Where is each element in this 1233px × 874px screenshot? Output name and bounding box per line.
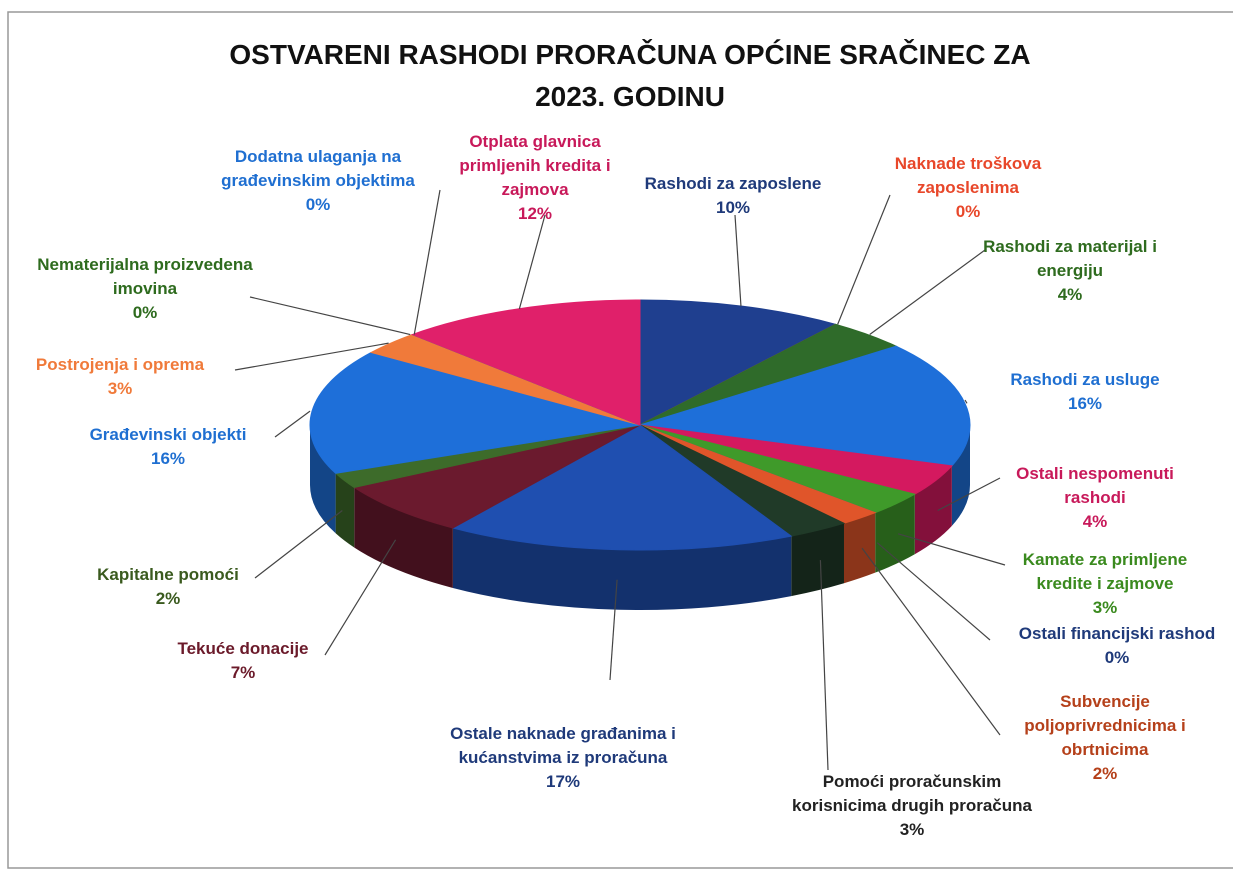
category-name: Tekuće donacije: [177, 639, 309, 658]
slice-label: Rashodi za usluge 16%: [985, 368, 1185, 416]
value-label: 4%: [1082, 512, 1108, 531]
sides: [310, 425, 970, 611]
slice-label: Ostali nespomenuti rashodi 4%: [1005, 462, 1185, 534]
leader-line: [861, 547, 1001, 736]
leader-line: [734, 214, 742, 307]
slice-label: Ostali financijski rashod 0%: [997, 622, 1233, 670]
slice-side: [354, 487, 453, 588]
value-label: 0%: [955, 202, 981, 221]
category-name: Rashodi za materijal i energiju: [983, 237, 1157, 280]
category-name: Nematerijalna proizvedena imovina: [37, 255, 253, 298]
slice: [309, 351, 641, 474]
leader-line: [609, 579, 618, 681]
leader-line: [324, 539, 397, 656]
category-name: Ostali financijski rashod: [1018, 624, 1216, 643]
category-name: Naknade troškova zaposlenima: [894, 154, 1042, 197]
category-name: Dodatna ulaganja na građevinskim objekti…: [221, 147, 415, 190]
leader-line: [249, 296, 411, 336]
slice-side: [791, 523, 844, 597]
slice-label: Kapitalne pomoći 2%: [68, 563, 268, 611]
value-label: 17%: [545, 772, 581, 791]
leader-line: [413, 189, 441, 335]
value-label: 3%: [1092, 598, 1118, 617]
leader-line: [869, 249, 986, 336]
category-name: Subvencije poljoprivrednicima i obrtnici…: [1024, 692, 1186, 759]
category-name: Postrojenja i oprema: [35, 355, 205, 374]
slice-side: [335, 473, 355, 548]
category-name: Rashodi za zaposlene: [644, 174, 822, 193]
slice: [451, 424, 793, 551]
slice-side: [452, 527, 792, 611]
slice-side: [914, 465, 952, 555]
slice-label: Pomoći proračunskim korisnicima drugih p…: [792, 770, 1032, 842]
value-label: 16%: [1067, 394, 1103, 413]
leader-line: [876, 542, 991, 641]
slice: [410, 299, 641, 426]
chart-title: OSTVARENI RASHODI PRORAČUNA OPĆINE SRAČI…: [229, 39, 1031, 112]
slice-label: Tekuće donacije 7%: [143, 637, 343, 685]
category-name: Otplata glavnica primljenih kredita i za…: [459, 132, 611, 199]
value-label: 3%: [899, 820, 925, 839]
leader-line: [964, 399, 968, 404]
slice-label: Rashodi za materijal i energiju 4%: [970, 235, 1170, 307]
slice-side: [875, 494, 915, 573]
slice-label: Građevinski objekti 16%: [68, 423, 268, 471]
slice: [639, 345, 971, 467]
category-name: Ostali nespomenuti rashodi: [1016, 464, 1174, 507]
value-label: 16%: [150, 449, 186, 468]
leader-line: [837, 194, 891, 325]
value-label: 3%: [107, 379, 133, 398]
leader-line: [937, 477, 1001, 512]
leader-line: [274, 410, 311, 438]
value-label: 12%: [517, 204, 553, 223]
value-label: 4%: [1057, 285, 1083, 304]
leader-line: [897, 533, 1006, 566]
value-label: 2%: [155, 589, 181, 608]
slice-side: [310, 425, 336, 534]
value-label: 0%: [1104, 648, 1130, 667]
slice-label: Naknade troškova zaposlenima 0%: [878, 152, 1058, 224]
category-name: Rashodi za usluge: [1010, 370, 1160, 389]
slice-label: Nematerijalna proizvedena imovina 0%: [35, 253, 255, 325]
value-label: 7%: [230, 663, 256, 682]
value-label: 10%: [715, 198, 751, 217]
value-label: 2%: [1092, 764, 1118, 783]
category-name: Građevinski objekti: [89, 425, 247, 444]
value-label: 0%: [132, 303, 158, 322]
leader-line: [518, 214, 546, 310]
category-name: Ostale naknade građanima i kućanstvima i…: [450, 724, 676, 767]
slice-label: Otplata glavnica primljenih kredita i za…: [435, 130, 635, 226]
slice: [639, 299, 838, 426]
slice-side: [843, 512, 876, 584]
category-name: Kapitalne pomoći: [97, 565, 239, 584]
slice: [352, 424, 641, 529]
leader-line: [819, 560, 829, 771]
slice-label: Subvencije poljoprivrednicima i obrtnici…: [1005, 690, 1205, 786]
category-name: Kamate za primljene kredite i zajmove: [1022, 550, 1188, 593]
slice-label: Postrojenja i oprema 3%: [5, 353, 235, 401]
slice-label: Rashodi za zaposlene 10%: [633, 172, 833, 220]
value-label: 0%: [305, 195, 331, 214]
frame: [7, 11, 1233, 869]
slice-label: Kamate za primljene kredite i zajmove 3%: [995, 548, 1215, 620]
slice-label: Ostale naknade građanima i kućanstvima i…: [433, 722, 693, 794]
leader-line: [254, 510, 343, 579]
category-name: Pomoći proračunskim korisnicima drugih p…: [792, 772, 1032, 815]
slice-label: Dodatna ulaganja na građevinskim objekti…: [198, 145, 438, 217]
leader-line: [234, 342, 389, 371]
